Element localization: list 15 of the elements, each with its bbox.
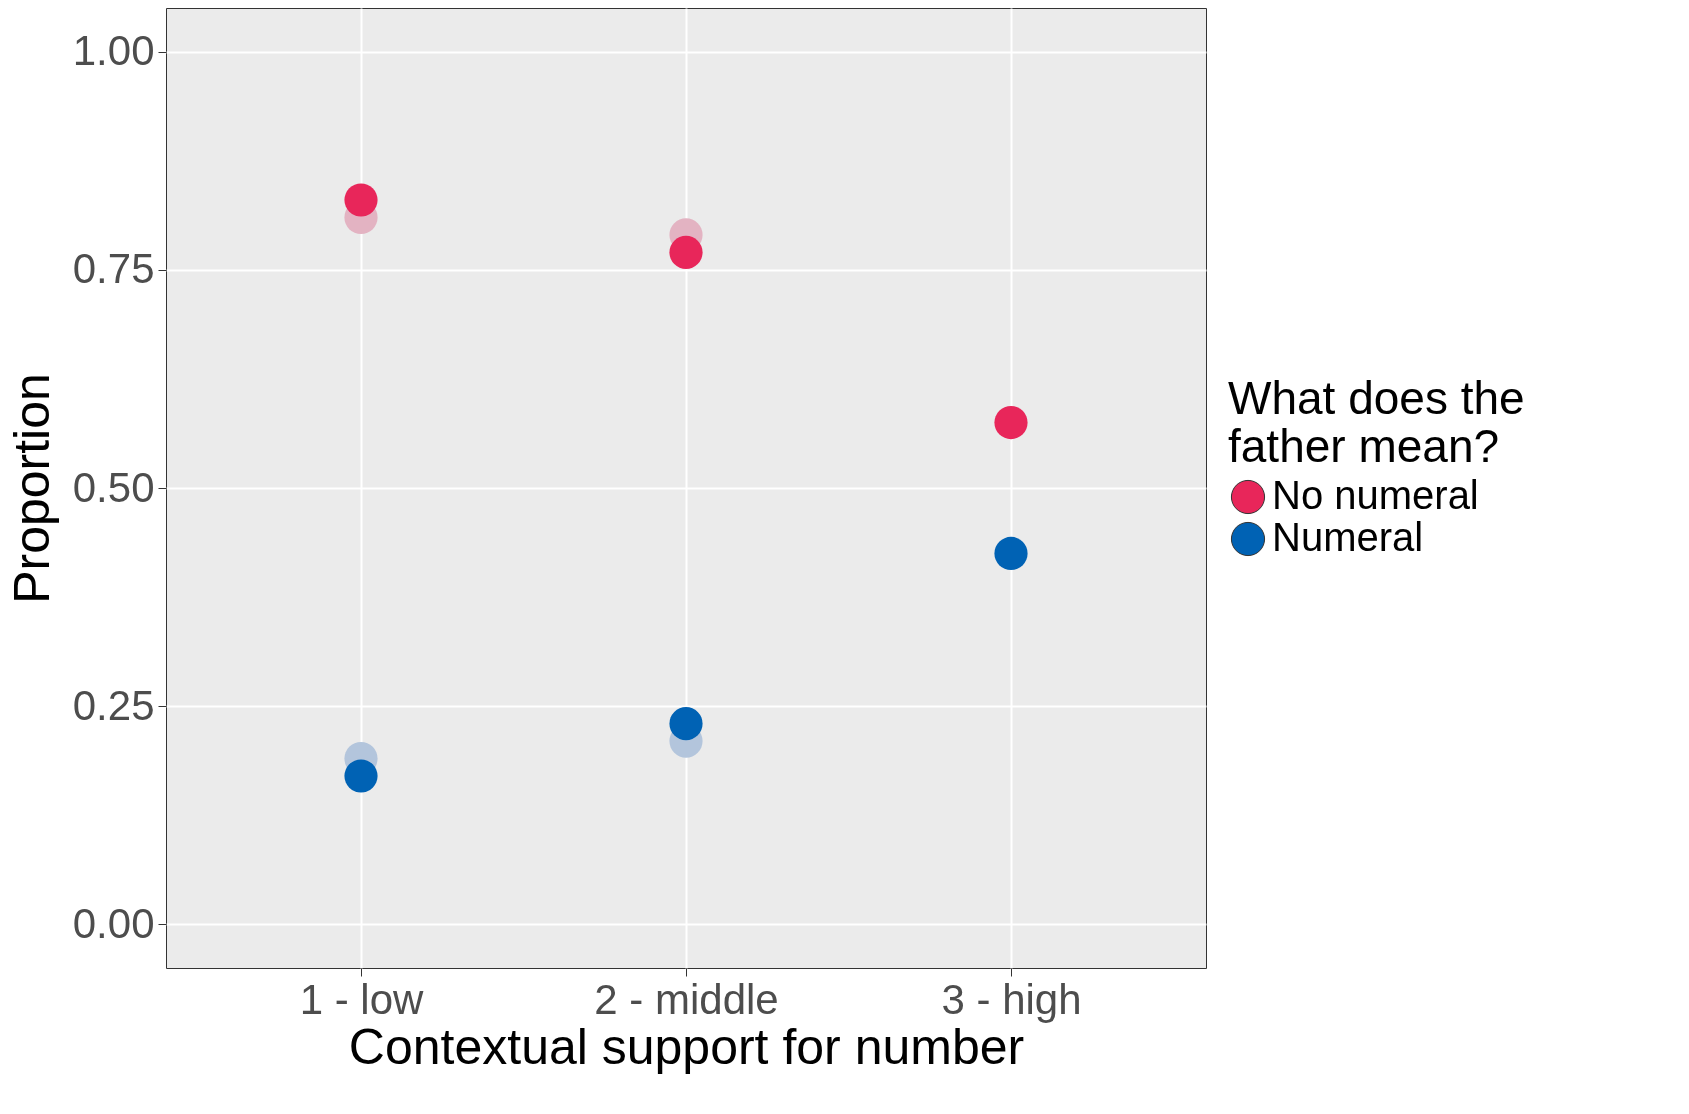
legend-title: What does the father mean? (1228, 372, 1525, 472)
y-tick-label: 0.50 (72, 463, 155, 511)
y-axis-title: Proportion (3, 373, 60, 604)
y-tick-label: 0.00 (72, 899, 155, 947)
point (344, 759, 378, 793)
y-tick-label: 1.00 (72, 27, 155, 75)
point (669, 707, 703, 741)
point (994, 536, 1028, 570)
y-tick-label: 0.25 (72, 681, 155, 729)
point (669, 235, 703, 269)
point (994, 406, 1028, 440)
y-tick-label: 0.75 (72, 245, 155, 293)
point (344, 183, 378, 217)
legend-label: Numeral (1272, 515, 1424, 559)
legend-label: No numeral (1272, 473, 1479, 517)
